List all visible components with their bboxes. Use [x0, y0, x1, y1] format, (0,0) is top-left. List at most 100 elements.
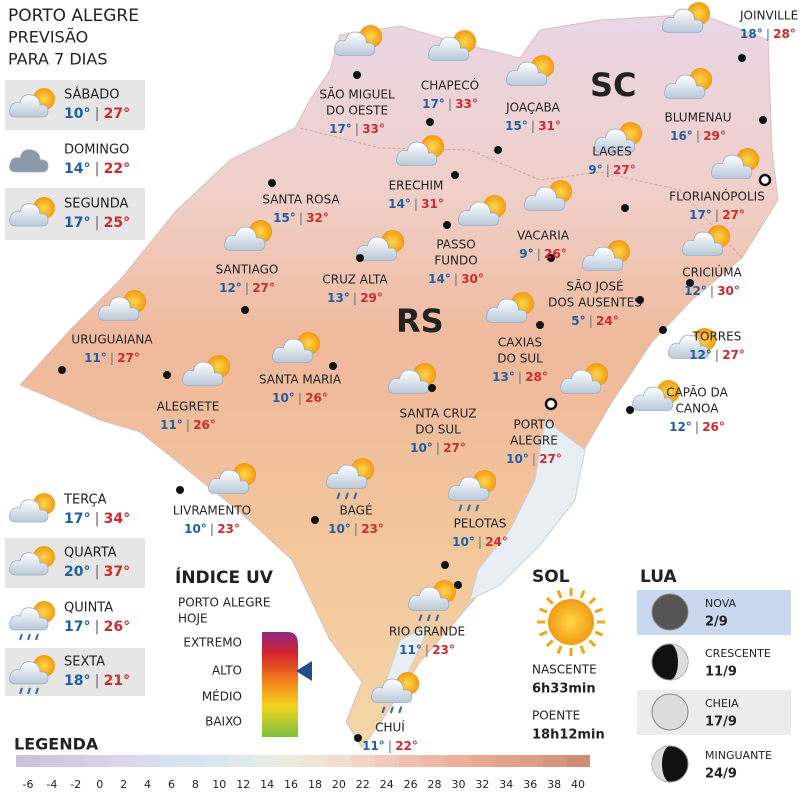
temp: 17° [64, 619, 90, 635]
city-temps: 9° | 26° [519, 247, 566, 261]
sun-ray [588, 596, 597, 605]
state-label: RS [396, 302, 444, 340]
temp: | [715, 348, 719, 362]
legend-swatch [566, 755, 590, 767]
weather-icon [9, 197, 55, 227]
temp: 30° [717, 284, 740, 298]
temp: 10° [64, 106, 90, 122]
city-name: TORRES [692, 330, 742, 344]
temp: 15° [273, 211, 296, 225]
temp: 10° [328, 522, 351, 536]
temp: 37° [104, 564, 130, 580]
city-temps: 12° | 27° [219, 281, 275, 295]
state-border [299, 127, 743, 259]
city-dot [354, 734, 362, 742]
cloud [560, 369, 602, 394]
temp: 16° [670, 129, 693, 143]
rain [475, 504, 480, 512]
city-name: SANTA MARIA [259, 373, 342, 387]
city-dot [454, 581, 462, 589]
sun-ray [579, 590, 586, 599]
subtitle: PARA 7 DIAS [8, 50, 107, 69]
legend-swatch [470, 755, 495, 767]
city-name: ALEGRE [510, 434, 558, 448]
weather-icon [9, 655, 55, 695]
city-dot [353, 71, 361, 79]
cloud [182, 361, 224, 386]
city-temps: 11° | 23° [399, 643, 455, 657]
weather-icon [560, 363, 609, 394]
rain [458, 504, 463, 512]
uv-level: MÉDIO [202, 689, 242, 704]
temp: 34° [104, 511, 130, 527]
temp: | [715, 208, 719, 222]
weather-icon [224, 220, 273, 251]
uv-title: ÍNDICE UV [175, 566, 274, 588]
forecast-day: TERÇA [63, 493, 107, 508]
city-temps: 12° | 27° [689, 348, 745, 362]
temp: 9° [588, 163, 602, 177]
city-dot [268, 179, 276, 187]
weather-icon [682, 225, 731, 256]
legend-tick: 18 [308, 778, 322, 791]
legend-tick: 10 [212, 778, 226, 791]
temp: 14° [64, 161, 90, 177]
cloud [458, 201, 500, 226]
cloud [506, 61, 548, 86]
city-dot [759, 116, 767, 124]
cloud [428, 36, 470, 61]
legend-swatch [279, 755, 303, 767]
temp: 13° [492, 370, 515, 384]
temp: 25° [104, 215, 130, 231]
temp: | [589, 314, 593, 328]
cloud [9, 149, 49, 173]
temp: | [448, 97, 452, 111]
temp: 27° [252, 281, 275, 295]
forecast-temps: 20° | 37° [64, 564, 130, 580]
temp: | [537, 247, 541, 261]
legend-swatch [135, 755, 160, 767]
city-name: JOINVILLE [739, 9, 798, 23]
state-label: SC [590, 66, 637, 104]
temp: 24° [485, 535, 508, 549]
rain [353, 492, 358, 500]
temp: 26° [702, 420, 725, 434]
city-dot [356, 254, 364, 262]
forecast-day: QUARTA [64, 546, 117, 561]
moon-lit [670, 644, 688, 680]
legend-swatch [518, 755, 543, 767]
cloud [664, 74, 706, 99]
city-dot [626, 406, 634, 414]
city-name: PORTO [514, 418, 555, 432]
city-dot [451, 171, 459, 179]
moon-date: 2/9 [705, 615, 728, 630]
temp: 10° [272, 391, 295, 405]
city-temps: 10° | 27° [410, 441, 466, 455]
city-dot [659, 326, 667, 334]
weather-icon [9, 88, 55, 118]
cloud [356, 236, 398, 261]
legend-tick: 0 [96, 778, 103, 791]
sun-icon [537, 588, 605, 656]
sun-ray [579, 645, 586, 654]
moon-phase: CRESCENTE [705, 647, 771, 660]
city-name: RIO GRANDE [389, 625, 465, 639]
city-dot [58, 366, 66, 374]
temp: 30° [461, 272, 484, 286]
city-dot [494, 146, 502, 154]
city-name: URUGUAIANA [71, 333, 153, 347]
cloud [668, 334, 710, 359]
city-temps: 13° | 29° [327, 291, 383, 305]
legend-swatch [350, 755, 375, 767]
temp: | [94, 564, 99, 580]
temp: 12° [684, 284, 707, 298]
legend-swatch [326, 755, 351, 767]
legend-tick: 12 [236, 778, 250, 791]
temp: | [94, 673, 99, 689]
rain [35, 633, 39, 641]
temp: 10° [506, 452, 529, 466]
weather-icon [9, 149, 49, 173]
cloud [208, 469, 250, 494]
cloud [9, 661, 49, 685]
rain [27, 687, 31, 695]
